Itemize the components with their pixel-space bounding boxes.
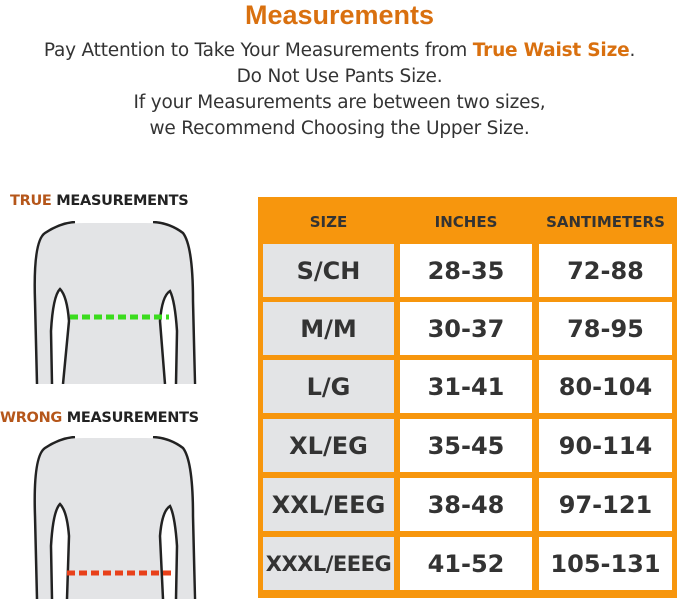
wrong-word: WRONG bbox=[0, 410, 63, 426]
true-word: TRUE bbox=[10, 193, 52, 209]
true-label-rest: MEASUREMENTS bbox=[51, 193, 189, 209]
intro-line1: Pay Attention to Take Your Measurements … bbox=[43, 40, 473, 61]
intro-text: Pay Attention to Take Your Measurements … bbox=[0, 38, 679, 142]
inches-cell: 28-35 bbox=[400, 244, 532, 297]
cm-cell: 90-114 bbox=[539, 419, 672, 472]
header-size: SIZE bbox=[309, 213, 348, 231]
inches-cell: 31-41 bbox=[400, 360, 532, 413]
wrong-measurements-label: WRONG MEASUREMENTS bbox=[0, 410, 199, 426]
header-inches: INCHES bbox=[434, 213, 498, 231]
page-title: Measurements bbox=[244, 0, 435, 30]
inches-cell: 41-52 bbox=[400, 537, 532, 590]
size-cell: XXXL/EEEG bbox=[263, 537, 394, 590]
inches-cell: 30-37 bbox=[400, 302, 532, 355]
size-chart-table: SIZE INCHES SANTIMETERS S/CH 28-35 72-88… bbox=[258, 197, 677, 598]
cm-cell: 78-95 bbox=[539, 302, 672, 355]
size-cell: L/G bbox=[263, 360, 394, 413]
cm-cell: 72-88 bbox=[539, 244, 672, 297]
size-cell: M/M bbox=[263, 302, 394, 355]
intro-line3: If your Measurements are between two siz… bbox=[133, 92, 546, 113]
intro-line2: Do Not Use Pants Size. bbox=[236, 66, 443, 87]
inches-cell: 35-45 bbox=[400, 419, 532, 472]
header-santimeters: SANTIMETERS bbox=[546, 213, 665, 231]
wrong-label-rest: MEASUREMENTS bbox=[62, 410, 199, 426]
cm-cell: 80-104 bbox=[539, 360, 672, 413]
cm-cell: 105-131 bbox=[539, 537, 672, 590]
size-cell: S/CH bbox=[263, 244, 394, 297]
true-measurement-body-illustration bbox=[33, 221, 197, 384]
wrong-measurement-body-illustration bbox=[33, 436, 197, 599]
cm-cell: 97-121 bbox=[539, 478, 672, 531]
true-measurements-label: TRUE MEASUREMENTS bbox=[10, 193, 189, 209]
true-waist-highlight: True Waist Size bbox=[472, 40, 630, 61]
size-cell: XXL/EEG bbox=[263, 478, 394, 531]
intro-line1-suffix: . bbox=[629, 40, 636, 61]
inches-cell: 38-48 bbox=[400, 478, 532, 531]
size-cell: XL/EG bbox=[263, 419, 394, 472]
intro-line4: we Recommend Choosing the Upper Size. bbox=[149, 118, 530, 139]
